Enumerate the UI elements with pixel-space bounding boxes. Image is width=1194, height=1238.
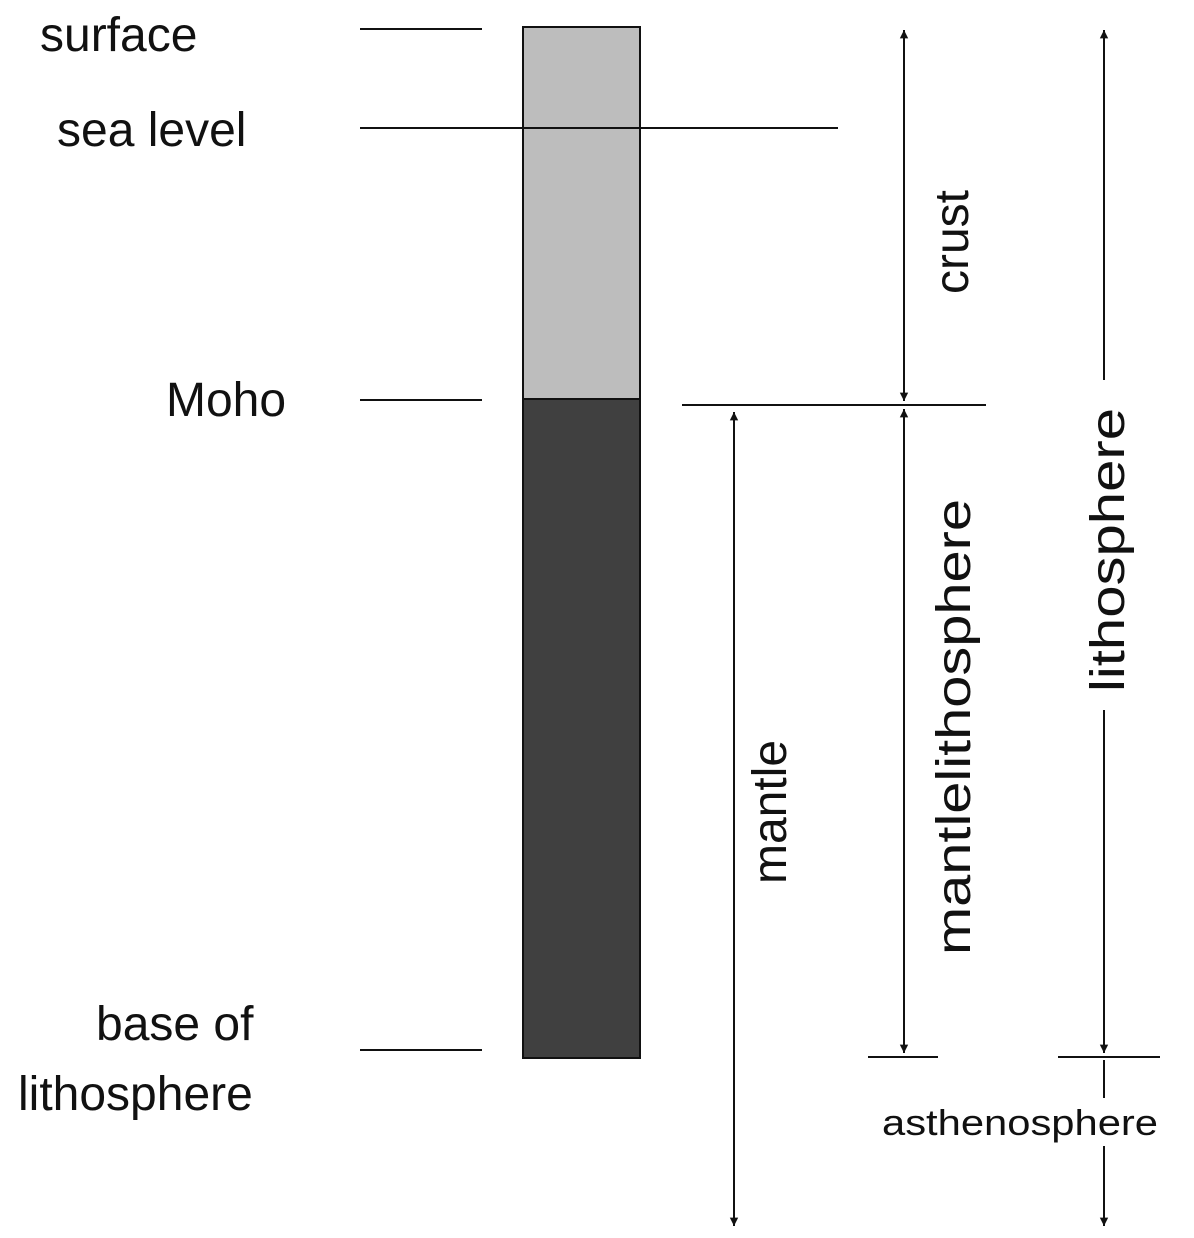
lithosphere-right-label: lithosphere (1082, 408, 1135, 692)
asthenosphere-label: asthenosphere (882, 1102, 1158, 1143)
sea-level-label: sea level (57, 104, 246, 157)
mantle-lithosphere-label: mantlelithosphere (928, 499, 981, 955)
crust-column (522, 26, 641, 400)
moho-label: Moho (166, 374, 286, 427)
base-of-label: base of (96, 998, 254, 1051)
lithosphere-left-label: lithosphere (18, 1068, 253, 1121)
crust-label: crust (926, 190, 979, 294)
mantle-label: mantle (744, 740, 797, 884)
mantle-column (522, 398, 641, 1059)
surface-label: surface (40, 9, 197, 62)
